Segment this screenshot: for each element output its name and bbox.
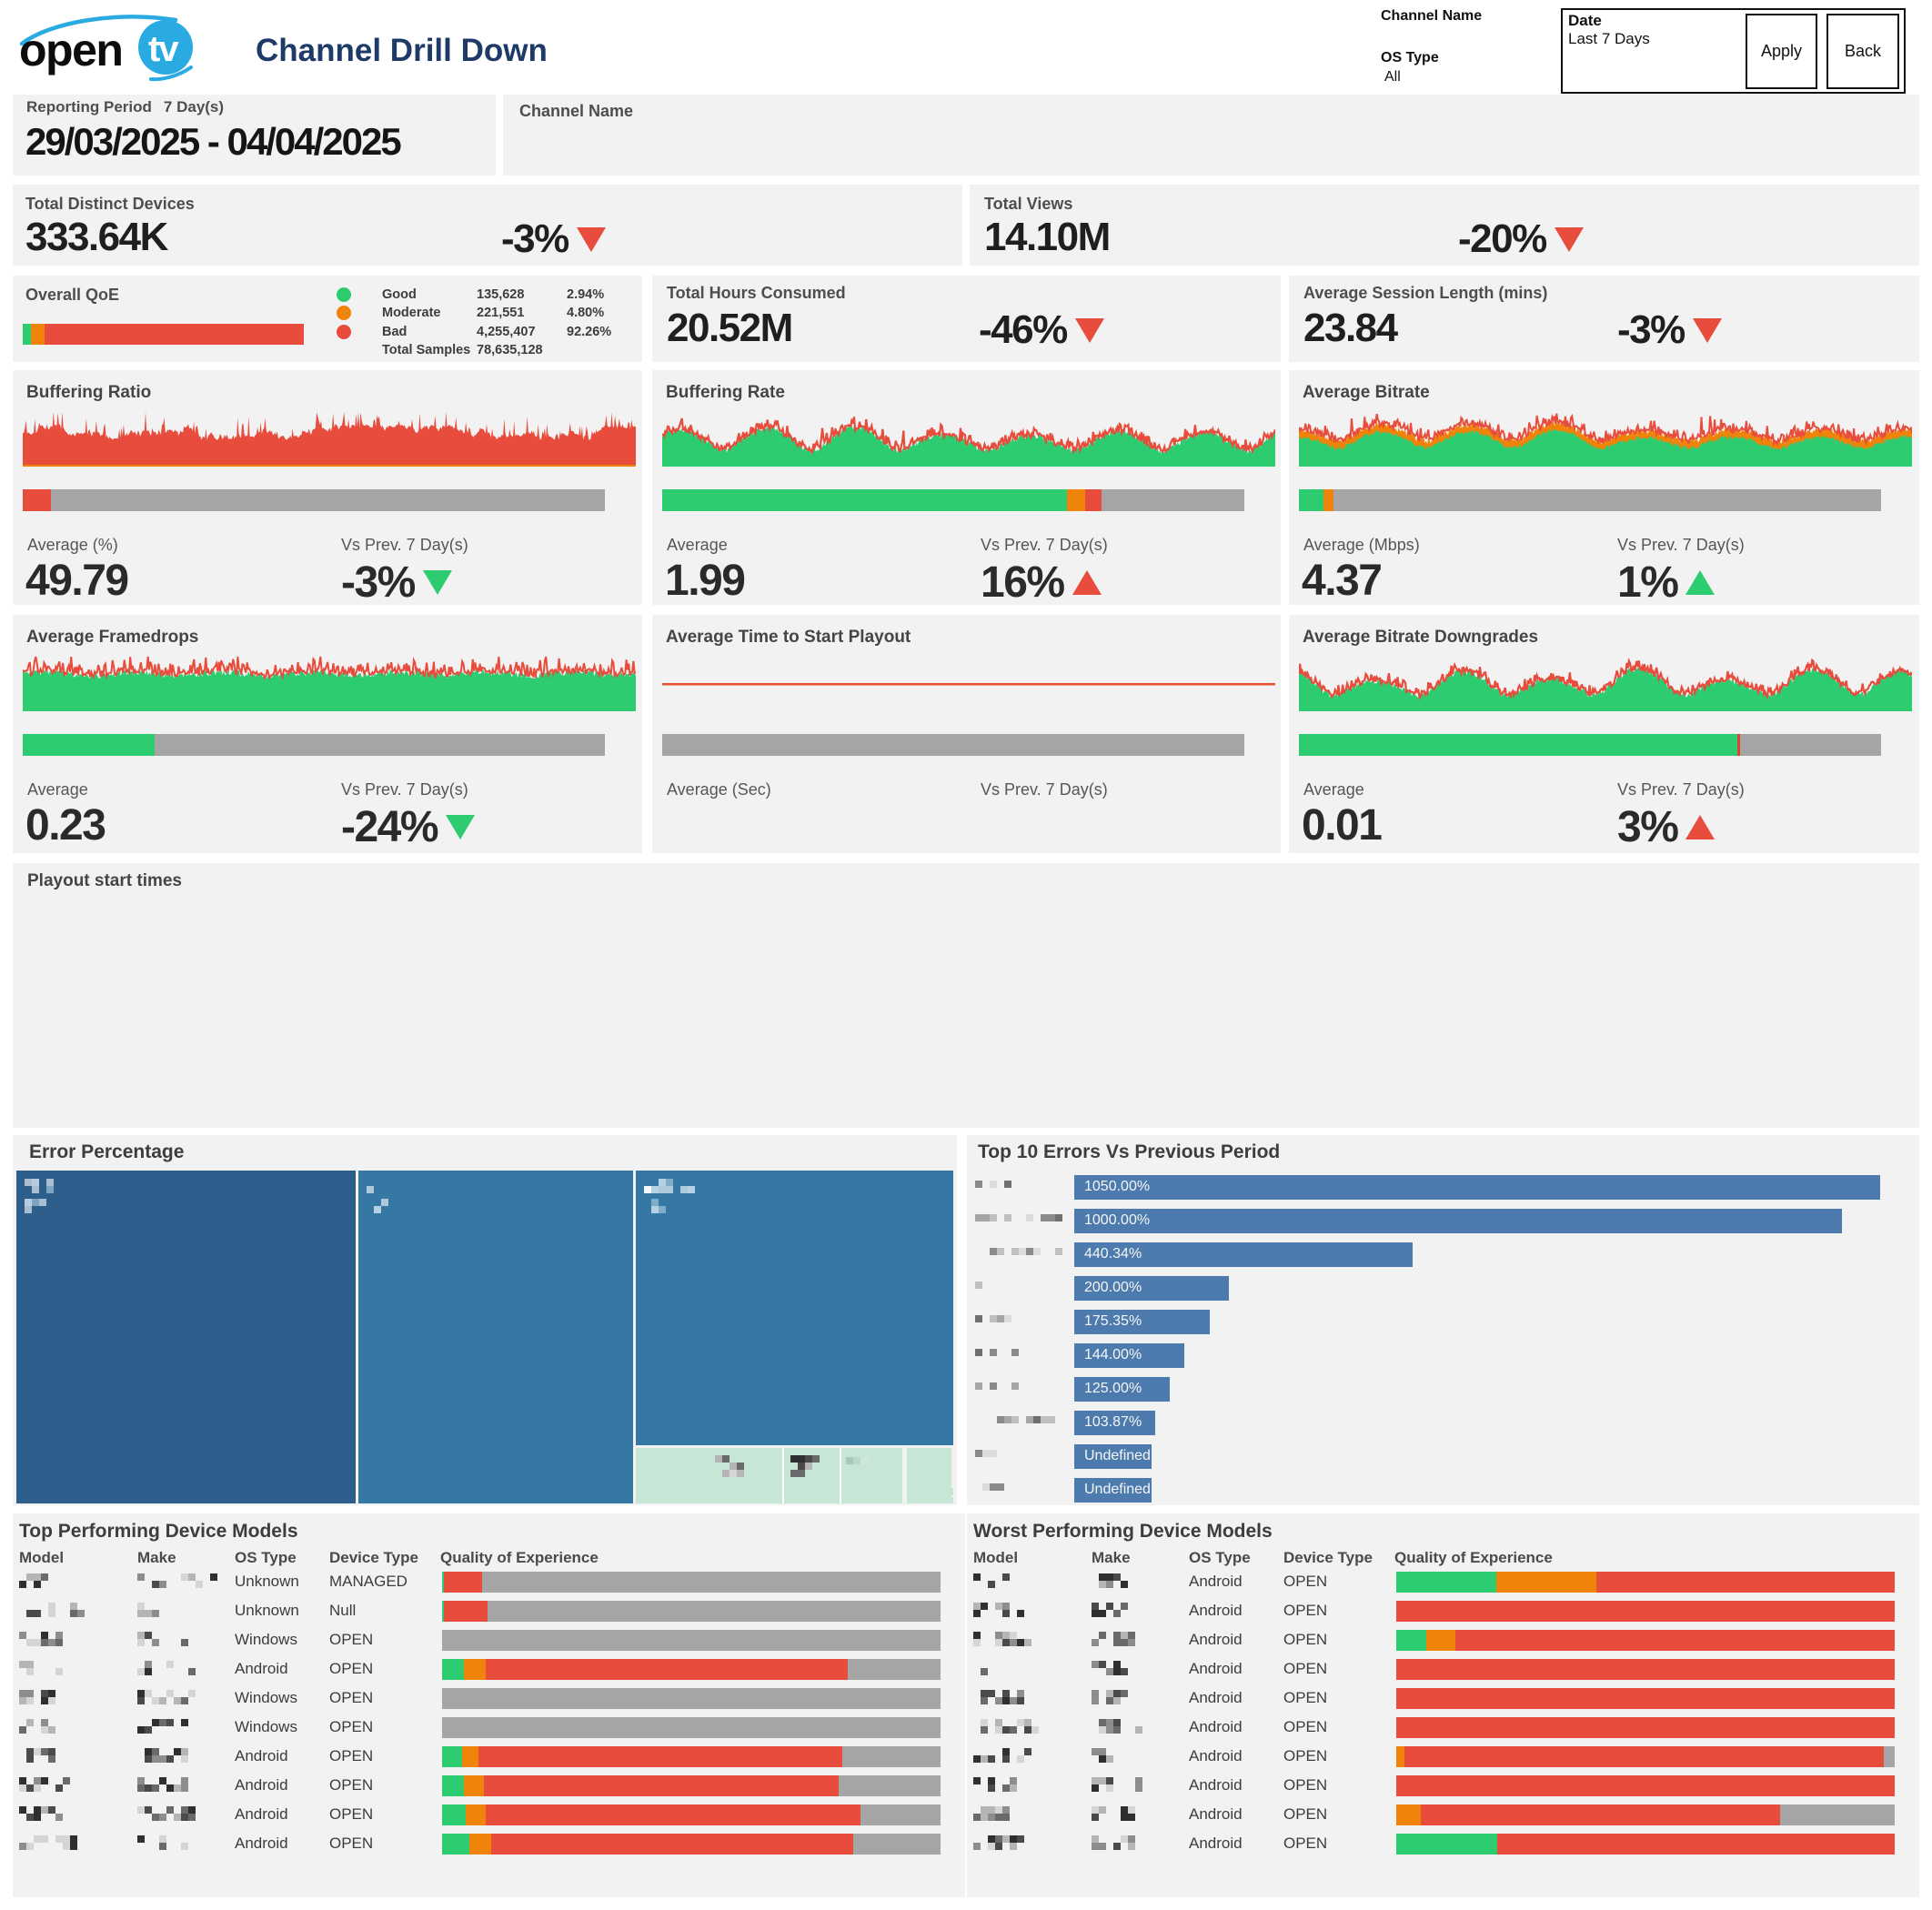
svg-text:tv: tv (148, 29, 179, 69)
svg-text:open: open (19, 25, 122, 75)
